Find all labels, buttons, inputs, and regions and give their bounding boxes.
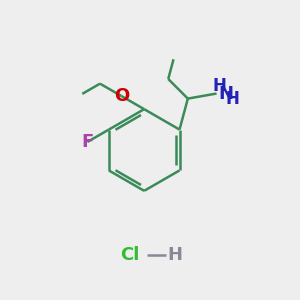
Text: F: F	[81, 133, 94, 151]
Text: H: H	[226, 90, 239, 108]
Text: O: O	[114, 87, 129, 105]
Text: H: H	[167, 246, 182, 264]
Text: N: N	[218, 85, 233, 103]
Text: H: H	[212, 77, 226, 95]
Text: Cl: Cl	[120, 246, 139, 264]
